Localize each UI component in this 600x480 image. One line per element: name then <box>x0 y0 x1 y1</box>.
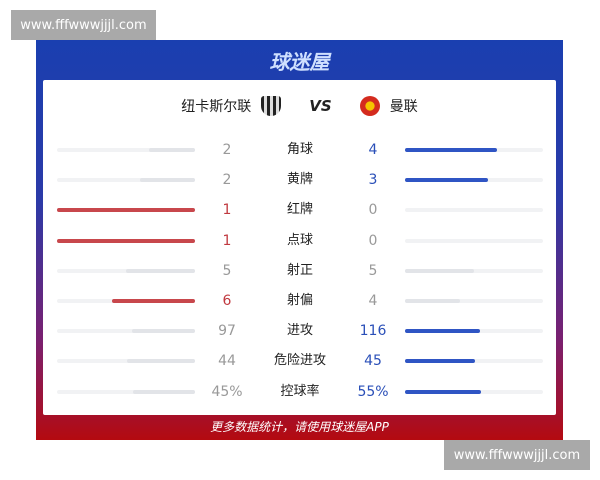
watermark-top: www.fffwwwjjjl.com <box>11 10 156 40</box>
home-bar-fill <box>132 389 195 394</box>
stat-row: 5 射正 5 <box>43 261 556 281</box>
away-value: 3 <box>368 172 378 189</box>
newcastle-crest-icon <box>261 96 282 116</box>
home-value: 5 <box>222 262 232 279</box>
home-bar-fill <box>149 148 195 152</box>
stat-label: 角球 <box>286 142 313 157</box>
away-bar-track <box>405 208 543 213</box>
stat-label: 射偏 <box>286 293 313 308</box>
home-value: 45% <box>211 383 243 400</box>
home-bar-track <box>57 299 195 303</box>
away-bar-fill <box>405 148 497 152</box>
stat-row: 6 射偏 4 <box>43 291 556 311</box>
away-bar-fill <box>405 359 475 364</box>
home-value: 6 <box>222 293 232 309</box>
home-bar-track <box>57 238 195 243</box>
stat-label: 红牌 <box>286 202 313 218</box>
away-bar-track <box>405 238 543 243</box>
vs-label: VS <box>309 97 332 115</box>
home-team-name: 纽卡斯尔联 <box>181 99 252 115</box>
home-bar-track <box>57 178 195 183</box>
away-value: 5 <box>368 262 378 279</box>
away-value: 0 <box>368 232 378 249</box>
home-value: 1 <box>222 202 232 219</box>
away-bar-track <box>405 148 543 152</box>
stat-label: 危险进攻 <box>273 353 326 369</box>
away-bar-fill <box>405 299 461 303</box>
stat-label: 射正 <box>286 262 313 278</box>
stat-label: 黄牌 <box>286 172 313 188</box>
home-bar-track <box>57 389 195 394</box>
home-bar-fill <box>126 268 195 273</box>
away-value: 55% <box>357 383 389 400</box>
away-bar-track <box>405 299 543 303</box>
home-bar-fill <box>57 208 195 213</box>
home-value: 2 <box>222 142 232 158</box>
home-bar-track <box>57 148 195 152</box>
away-bar-track <box>405 359 543 364</box>
stats-card: 纽卡斯尔联 VS 曼联 2 角球 4 2 黄牌 3 1 红牌 0 1 点球 0 … <box>43 80 556 415</box>
home-bar-track <box>57 359 195 364</box>
home-value: 1 <box>222 232 232 249</box>
away-bar-track <box>405 389 543 394</box>
stat-row: 1 点球 0 <box>43 231 556 251</box>
away-bar-track <box>405 178 543 183</box>
away-value: 0 <box>368 202 378 219</box>
stat-row: 2 角球 4 <box>43 140 556 160</box>
match-header: 纽卡斯尔联 VS 曼联 <box>43 94 556 118</box>
away-value: 4 <box>368 142 378 158</box>
stat-row: 45% 控球率 55% <box>43 382 556 402</box>
watermark-bottom: www.fffwwwjjjl.com <box>444 440 590 470</box>
home-bar-fill <box>139 178 195 183</box>
away-bar-fill <box>405 178 488 183</box>
away-bar-fill <box>405 268 474 273</box>
away-team-name: 曼联 <box>389 99 418 115</box>
stat-label: 点球 <box>286 232 313 248</box>
home-bar-track <box>57 208 195 213</box>
stats-panel: 球迷屋 纽卡斯尔联 VS 曼联 2 角球 4 2 黄牌 3 1 红牌 0 1 点… <box>36 40 563 440</box>
away-value: 116 <box>359 323 387 340</box>
home-bar-fill <box>126 359 195 364</box>
home-bar-fill <box>112 299 195 303</box>
brand-logo: 球迷屋 <box>269 50 330 74</box>
stat-row: 44 危险进攻 45 <box>43 351 556 371</box>
away-bar-track <box>405 329 543 334</box>
away-value: 45 <box>364 353 382 370</box>
stat-row: 97 进攻 116 <box>43 321 556 341</box>
home-value: 97 <box>218 323 236 340</box>
home-bar-fill <box>57 238 195 243</box>
man-utd-crest-icon <box>359 96 380 116</box>
stat-row: 1 红牌 0 <box>43 200 556 220</box>
stat-label: 进攻 <box>286 323 313 339</box>
footer-promo: 更多数据统计，请使用球迷屋APP <box>210 420 389 434</box>
home-value: 44 <box>218 353 236 370</box>
stat-label: 控球率 <box>280 383 320 399</box>
home-bar-track <box>57 268 195 273</box>
away-bar-fill <box>405 329 481 334</box>
away-bar-fill <box>405 389 481 394</box>
stat-row: 2 黄牌 3 <box>43 170 556 190</box>
home-bar-track <box>57 329 195 334</box>
home-value: 2 <box>222 172 232 189</box>
home-bar-fill <box>132 329 195 334</box>
away-bar-track <box>405 268 543 273</box>
away-value: 4 <box>368 293 378 309</box>
